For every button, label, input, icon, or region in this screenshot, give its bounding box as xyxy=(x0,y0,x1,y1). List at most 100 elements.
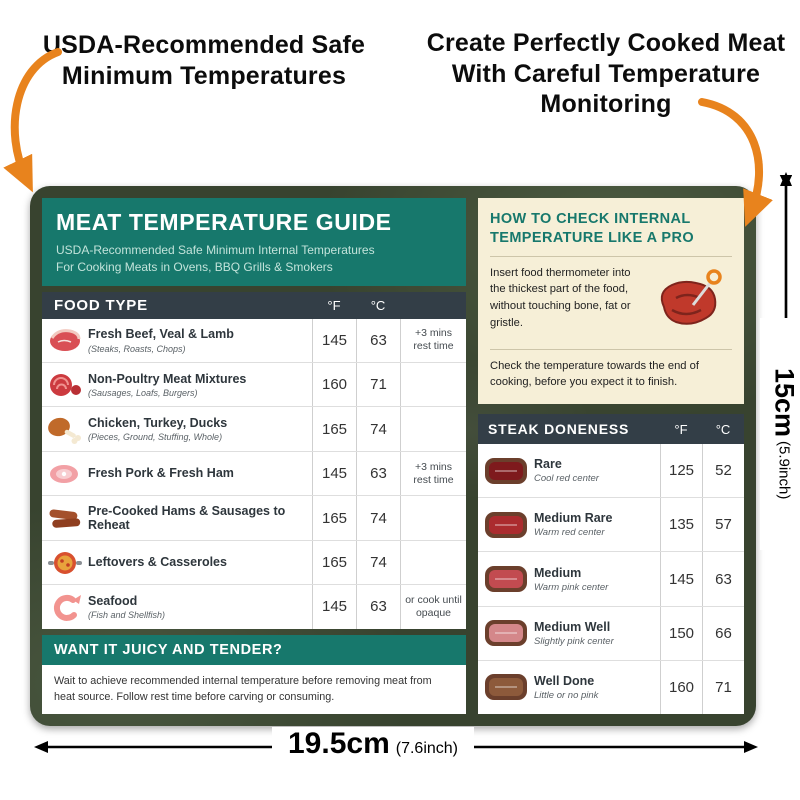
food-note xyxy=(400,363,466,407)
casserole-icon xyxy=(42,541,88,584)
doneness-temp-c: 57 xyxy=(702,498,744,552)
doneness-temp-c: 63 xyxy=(702,552,744,606)
guide-header: MEAT TEMPERATURE GUIDE USDA-Recommended … xyxy=(42,198,466,286)
fahrenheit-column-label: °F xyxy=(327,297,341,313)
food-note: +3 mins rest time xyxy=(400,318,466,363)
table-row: Medium Well Slightly pink center 150 66 xyxy=(478,606,744,661)
left-column: MEAT TEMPERATURE GUIDE USDA-Recommended … xyxy=(42,198,466,714)
guide-subtitle-line2: For Cooking Meats in Ovens, BBQ Grills &… xyxy=(56,259,333,274)
food-temp-c: 63 xyxy=(356,318,400,363)
food-temp-c: 74 xyxy=(356,496,400,540)
divider xyxy=(490,255,732,257)
doneness-temp-c: 66 xyxy=(702,606,744,660)
height-arrowhead-top xyxy=(780,172,792,186)
food-temp-c: 63 xyxy=(356,451,400,496)
guide-title: MEAT TEMPERATURE GUIDE xyxy=(56,209,392,235)
poultry-icon xyxy=(42,407,88,450)
height-unit: (5.9inch) xyxy=(775,441,793,500)
food-temp-f: 165 xyxy=(312,540,356,585)
table-row: Medium Rare Warm red center 135 57 xyxy=(478,498,744,553)
food-temp-f: 160 xyxy=(312,363,356,407)
width-arrowhead-right xyxy=(744,741,758,753)
table-row: Rare Cool red center 125 52 xyxy=(478,444,744,499)
beef-icon xyxy=(42,319,88,362)
pro-tip-body-1: Insert food thermometer into the thickes… xyxy=(490,266,631,330)
headline-right-line3: Monitoring xyxy=(540,90,672,118)
food-note xyxy=(400,407,466,451)
right-column: HOW TO CHECK INTERNAL TEMPERATURE LIKE A… xyxy=(478,198,744,715)
guide-subtitle: USDA-Recommended Safe Minimum Internal T… xyxy=(56,242,452,276)
table-row: Pre-Cooked Hams & Sausages to Reheat 165… xyxy=(42,496,466,541)
table-row: Leftovers & Casseroles 165 74 xyxy=(42,540,466,586)
width-value: 19.5cm xyxy=(288,727,390,760)
meat-mixture-icon xyxy=(42,363,88,406)
doneness-name: Well Done xyxy=(534,673,595,688)
doneness-subtitle: Warm red center xyxy=(534,527,605,539)
sausage-icon xyxy=(42,496,88,539)
steak-doneness-header: STEAK DONENESS °F °C xyxy=(478,414,744,444)
doneness-subtitle: Warm pink center xyxy=(534,581,609,593)
food-name: Fresh Pork & Fresh Ham xyxy=(88,466,234,481)
width-unit: (7.6inch) xyxy=(395,740,458,757)
seafood-icon xyxy=(42,585,88,628)
food-name: Pre-Cooked Hams & Sausages to Reheat xyxy=(88,503,286,533)
food-type-label: FOOD TYPE xyxy=(54,296,148,314)
steak-medium-well-icon xyxy=(478,607,534,660)
food-note xyxy=(400,496,466,540)
doneness-name: Medium Rare xyxy=(534,511,613,526)
food-temp-f: 145 xyxy=(312,318,356,363)
doneness-temp-f: 135 xyxy=(660,498,702,552)
steak-well-done-icon xyxy=(478,661,534,714)
food-table-body: Fresh Beef, Veal & Lamb (Steaks, Roasts,… xyxy=(42,318,466,629)
doneness-temp-f: 150 xyxy=(660,606,702,660)
food-subtitle: (Pieces, Ground, Stuffing, Whole) xyxy=(88,432,223,443)
doneness-temp-f: 145 xyxy=(660,552,702,606)
table-row: Seafood (Fish and Shellfish) 145 63 or c… xyxy=(42,585,466,629)
width-arrowhead-left xyxy=(34,741,48,753)
doneness-subtitle: Slightly pink center xyxy=(534,635,614,647)
food-subtitle: (Steaks, Roasts, Chops) xyxy=(88,343,186,354)
pork-icon xyxy=(42,452,88,495)
steak-medium-icon xyxy=(478,552,534,605)
steak-doneness-label: STEAK DONENESS xyxy=(488,421,630,437)
doneness-name: Medium xyxy=(534,565,582,580)
meat-temperature-chart: MEAT TEMPERATURE GUIDE USDA-Recommended … xyxy=(30,186,756,726)
doneness-temp-c: 52 xyxy=(702,444,744,498)
food-temp-f: 145 xyxy=(312,451,356,496)
guide-subtitle-line1: USDA-Recommended Safe Minimum Internal T… xyxy=(56,243,375,257)
food-table-header: FOOD TYPE °F °C xyxy=(42,291,466,319)
doneness-subtitle: Little or no pink xyxy=(534,689,599,701)
width-dimension-label: 19.5cm (7.6inch) xyxy=(272,727,474,769)
food-temp-c: 63 xyxy=(356,585,400,629)
doneness-name: Medium Well xyxy=(534,619,611,634)
celsius-column-label: °C xyxy=(370,297,386,313)
food-subtitle: (Fish and Shellfish) xyxy=(88,610,166,621)
table-row: Fresh Beef, Veal & Lamb (Steaks, Roasts,… xyxy=(42,318,466,364)
table-row: Well Done Little or no pink 160 71 xyxy=(478,660,744,715)
steak-thermometer-icon xyxy=(646,265,732,341)
food-temp-c: 74 xyxy=(356,407,400,451)
food-name: Fresh Beef, Veal & Lamb xyxy=(88,327,234,342)
doneness-temp-f: 125 xyxy=(660,444,702,498)
pro-tip-title: HOW TO CHECK INTERNAL TEMPERATURE LIKE A… xyxy=(490,210,732,248)
table-row: Medium Warm pink center 145 63 xyxy=(478,552,744,607)
pro-tip-body-2: Check the temperature towards the end of… xyxy=(490,359,699,389)
food-temp-c: 71 xyxy=(356,363,400,407)
doneness-temp-f: 160 xyxy=(660,660,702,715)
headline-right: Create Perfectly Cooked Meat With Carefu… xyxy=(420,28,792,120)
divider xyxy=(490,348,732,350)
juicy-section-body: Wait to achieve recommended internal tem… xyxy=(42,664,466,714)
celsius-column-label: °C xyxy=(715,421,731,437)
doneness-subtitle: Cool red center xyxy=(534,473,599,485)
table-row: Fresh Pork & Fresh Ham 145 63 +3 mins re… xyxy=(42,451,466,497)
steak-rare-icon xyxy=(478,444,534,497)
food-temp-c: 74 xyxy=(356,540,400,585)
food-name: Leftovers & Casseroles xyxy=(88,555,227,570)
steak-doneness-body: Rare Cool red center 125 52 Medium Rare … xyxy=(478,444,744,715)
food-temp-f: 165 xyxy=(312,407,356,451)
juicy-section-title: WANT IT JUICY AND TENDER? xyxy=(42,634,466,665)
headline-right-line1: Create Perfectly Cooked Meat xyxy=(426,29,786,57)
table-row: Non-Poultry Meat Mixtures (Sausages, Loa… xyxy=(42,363,466,408)
food-name: Non-Poultry Meat Mixtures xyxy=(88,371,247,386)
food-note: +3 mins rest time xyxy=(400,451,466,496)
